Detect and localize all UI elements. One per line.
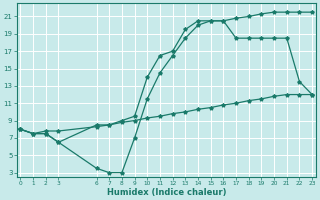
X-axis label: Humidex (Indice chaleur): Humidex (Indice chaleur) — [107, 188, 226, 197]
